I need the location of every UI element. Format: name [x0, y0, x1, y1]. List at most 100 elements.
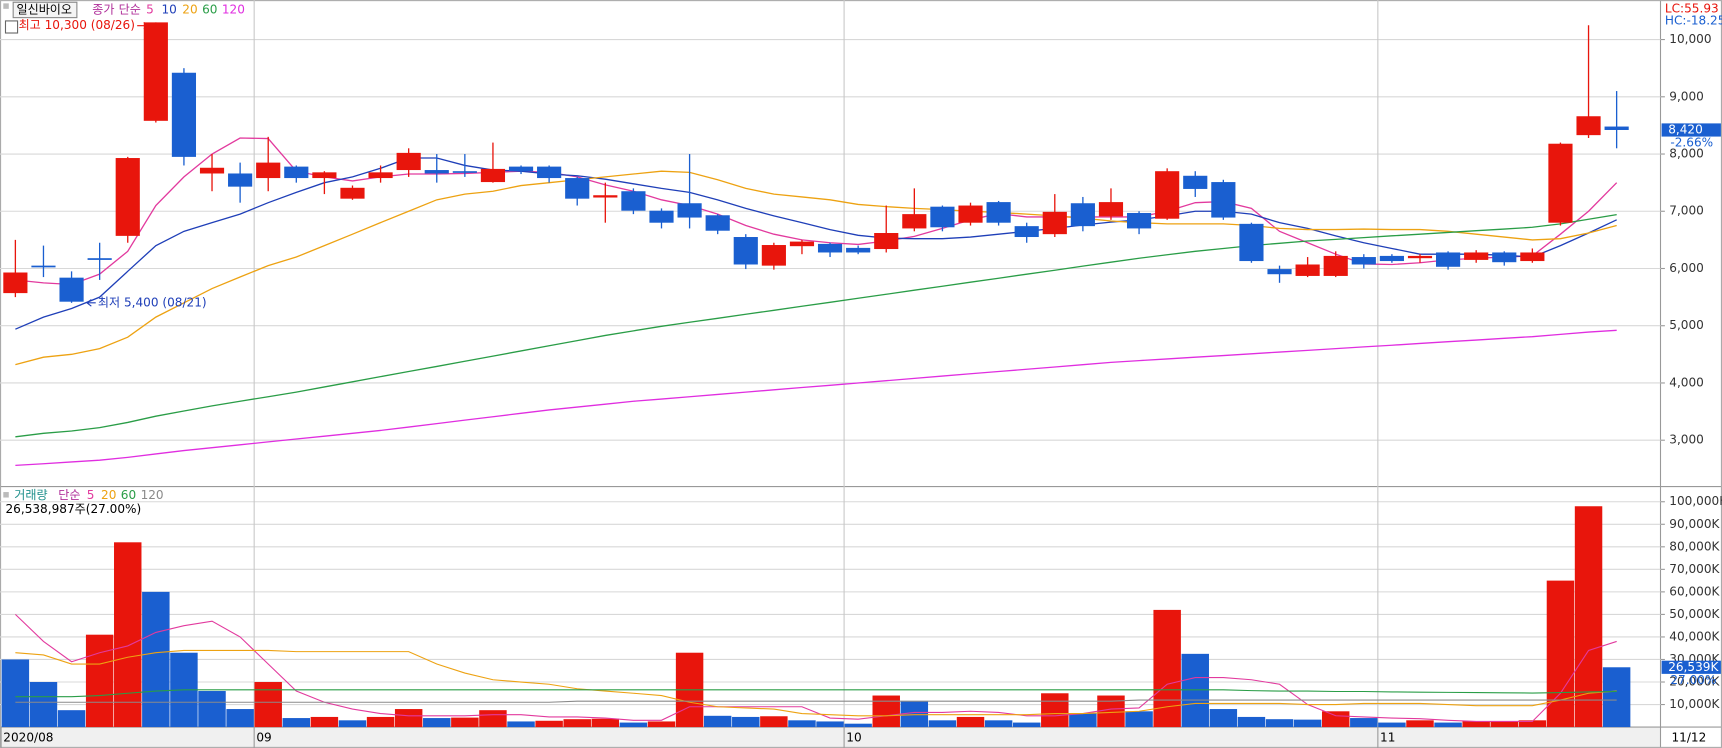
x-end-label: 11/12	[1671, 731, 1706, 745]
candle-body	[31, 265, 56, 268]
candle-body	[1042, 211, 1067, 235]
y-tick-label: 3,000	[1669, 433, 1704, 447]
volume-bar	[198, 691, 226, 728]
volume-bar	[703, 715, 732, 728]
candle-body	[1407, 255, 1433, 259]
candle-body	[1520, 252, 1545, 262]
y-tick-label: 80,000K	[1669, 539, 1720, 553]
volume-bar	[394, 709, 423, 728]
candle-body	[368, 172, 393, 179]
candle-body	[115, 158, 140, 236]
volume-bar	[1406, 720, 1434, 728]
candle-body	[480, 168, 506, 183]
lc-label: LC:55.93	[1665, 1, 1719, 15]
low-arrow	[86, 299, 96, 307]
volume-bar	[956, 716, 985, 728]
volume-bar	[142, 591, 170, 728]
y-tick-label: 60,000K	[1669, 584, 1720, 598]
ma-line	[15, 170, 1617, 366]
candle-body	[958, 205, 983, 223]
legend-entry: 120	[222, 2, 245, 16]
candle-body	[1267, 269, 1292, 275]
icon	[3, 492, 9, 498]
candle-body	[3, 272, 28, 294]
table-icon[interactable]	[4, 20, 19, 34]
candle-body	[902, 214, 927, 229]
ma-line	[15, 137, 1618, 286]
candle-body	[761, 245, 786, 266]
ma-line	[15, 157, 1617, 330]
candle-body	[1576, 116, 1601, 136]
candle-body	[1351, 257, 1376, 265]
high-label: 최고 10,300 (08/26)	[19, 18, 135, 32]
y-tick-label: 10,000	[1669, 32, 1711, 46]
y-tick-label: 4,000	[1669, 375, 1704, 389]
volume-bar	[1350, 718, 1378, 728]
legend-entry: 20	[101, 488, 116, 502]
volume-bar	[451, 717, 479, 728]
x-tick-label: 11	[1380, 731, 1395, 745]
volume-bar	[844, 723, 872, 728]
volume-subtitle: 26,538,987주(27.00%)	[5, 502, 141, 516]
x-tick-label: 10	[846, 731, 861, 745]
volume-bar	[1518, 720, 1547, 728]
y-tick-label: 100,000K	[1669, 494, 1722, 508]
volume-bar	[872, 695, 900, 728]
volume-bar	[1574, 506, 1603, 728]
volume-tag: 26,539K	[1668, 660, 1719, 674]
candle-body	[537, 166, 562, 179]
candle-body	[1548, 143, 1573, 223]
volume-bar	[732, 716, 760, 728]
candle-body	[1070, 203, 1095, 227]
candle-body	[1323, 255, 1348, 276]
volume-title: 거래량	[14, 488, 47, 502]
candle-body	[817, 243, 843, 253]
legend-entry: 5	[146, 2, 154, 16]
candle-body	[284, 166, 309, 179]
volume-bar	[928, 720, 957, 728]
y-tick-label: 10,000K	[1669, 697, 1720, 711]
x-tick-label: 09	[256, 731, 271, 745]
candle-body	[705, 215, 730, 231]
candle-body	[1126, 212, 1152, 229]
y-tick-label: 7,000	[1669, 204, 1704, 218]
volume-bar	[984, 720, 1013, 728]
volume-bar	[114, 542, 142, 728]
legend-entry: 20	[182, 2, 197, 16]
y-tick-label: 50,000K	[1669, 607, 1720, 621]
candle-body	[1604, 126, 1629, 130]
legend-entry: 10	[161, 2, 176, 16]
volume-bar	[1237, 716, 1266, 728]
volume-bar	[1181, 653, 1209, 728]
candle-body	[593, 195, 618, 198]
low-label: 최저 5,400 (08/21)	[98, 295, 207, 309]
ma-line	[15, 213, 1617, 438]
volume-bar	[563, 719, 591, 728]
candle-body	[1098, 202, 1124, 217]
candle-body	[1379, 255, 1404, 262]
ma-kind: 단순	[119, 2, 141, 16]
candle-body	[1295, 264, 1320, 276]
candle-body	[1183, 175, 1208, 189]
y-tick-label: 70,000K	[1669, 562, 1720, 576]
candle-body	[930, 206, 955, 228]
hc-label: HC:-18.25	[1665, 13, 1722, 27]
date-strip	[0, 727, 1661, 748]
candle-body	[87, 258, 112, 260]
volume-bar	[254, 682, 282, 728]
volume-bar	[1069, 713, 1097, 728]
candle-body	[846, 247, 871, 253]
candle-body	[789, 241, 815, 247]
volume-tag-box	[1661, 660, 1721, 674]
y-tick-label: 90,000K	[1669, 517, 1720, 531]
price-tag: 8,420	[1668, 122, 1703, 136]
volume-bar	[1209, 709, 1238, 728]
title-box[interactable]	[12, 1, 78, 19]
candle-body	[143, 22, 168, 121]
volume-bar	[1041, 693, 1069, 728]
volume-bar	[310, 716, 339, 728]
